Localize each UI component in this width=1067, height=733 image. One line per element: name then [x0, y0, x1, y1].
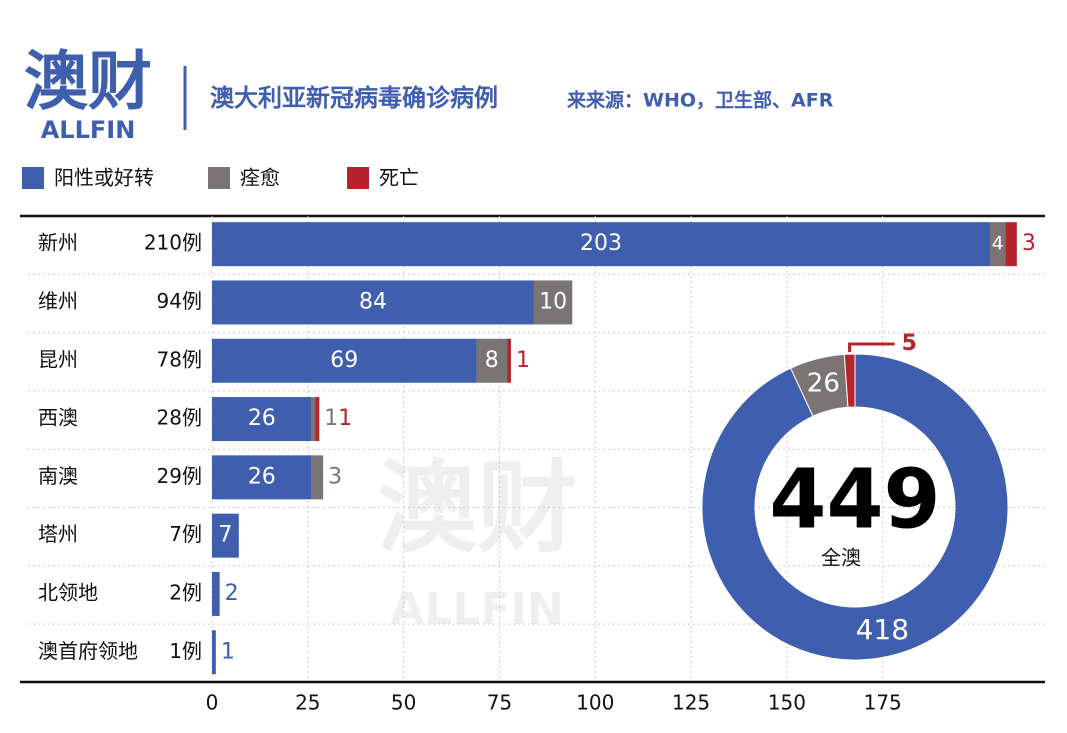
donut-label: 418	[856, 613, 909, 646]
bar-segment	[212, 455, 312, 500]
value-label: 1	[516, 348, 530, 373]
center-label: 全澳	[821, 546, 861, 570]
value-label: 3	[328, 464, 342, 489]
category-total: 29例	[157, 464, 202, 488]
bar-segment	[311, 455, 324, 500]
bar-segment	[533, 280, 573, 325]
value-label: 1	[324, 406, 338, 431]
bar-segment	[990, 222, 1006, 267]
value-label: 84	[359, 289, 387, 314]
logo: 澳财	[24, 46, 152, 120]
x-tick-label: 125	[672, 691, 710, 715]
bar-segment	[311, 397, 316, 442]
value-label: 26	[248, 464, 276, 489]
logo-sub: ALLFIN	[41, 116, 136, 144]
category-total: 94例	[157, 289, 202, 313]
watermark-sub: ALLFIN	[390, 584, 563, 635]
source: 来来源：WHO，卫生部、AFR	[567, 89, 834, 112]
bar-segment	[212, 397, 312, 442]
category-label: 南澳	[38, 464, 78, 488]
x-tick-label: 100	[576, 691, 614, 715]
legend-label: 死亡	[379, 166, 419, 190]
x-tick-label: 150	[768, 691, 806, 715]
bar-segment	[315, 397, 320, 442]
category-label: 塔州	[38, 522, 78, 546]
legend-label: 阳性或好转	[54, 166, 154, 190]
bar-segment	[212, 338, 477, 383]
legend-swatch	[22, 167, 44, 189]
category-label: 维州	[38, 289, 78, 313]
value-label: 2	[225, 581, 239, 606]
value-label: 1	[221, 639, 235, 664]
category-total: 1例	[169, 639, 202, 663]
value-label: 10	[539, 289, 567, 314]
bar-segment	[212, 280, 534, 325]
bar-segment	[212, 222, 991, 267]
category-total: 78例	[157, 347, 202, 371]
value-label: 1	[338, 406, 352, 431]
x-tick-label: 50	[391, 691, 416, 715]
value-label: 4	[992, 233, 1004, 255]
donut-slice	[701, 353, 1009, 661]
value-label: 26	[248, 406, 276, 431]
donut-label: 26	[807, 369, 840, 399]
category-label: 西澳	[38, 406, 78, 430]
category-total: 2例	[169, 580, 202, 604]
category-total: 210例	[144, 231, 202, 255]
category-total: 28例	[157, 406, 202, 430]
bar-segment	[212, 571, 220, 616]
category-label: 昆州	[38, 347, 78, 371]
title: 澳大利亚新冠病毒确诊病例	[210, 84, 498, 112]
category-total: 7例	[169, 522, 202, 546]
value-label: 69	[330, 348, 358, 373]
bar-segment	[212, 630, 216, 675]
bar-segment	[1005, 222, 1017, 267]
x-tick-label: 0	[206, 691, 219, 715]
donut-slice	[843, 353, 856, 408]
center-value: 449	[769, 452, 940, 547]
legend-label: 痊愈	[240, 166, 280, 190]
leader-line	[848, 342, 895, 353]
bar-segment	[212, 513, 239, 558]
category-label: 北领地	[38, 580, 98, 604]
bar-segment	[507, 338, 511, 383]
category-label: 澳首府领地	[38, 639, 138, 663]
watermark-logo: 澳财	[377, 449, 577, 566]
value-label: 3	[1022, 231, 1036, 256]
value-label: 8	[485, 348, 499, 373]
donut-label: 5	[902, 331, 917, 356]
x-tick-label: 175	[864, 691, 902, 715]
x-tick-label: 75	[487, 691, 512, 715]
category-label: 新州	[38, 231, 78, 255]
value-label: 7	[218, 523, 232, 548]
legend-swatch	[208, 167, 230, 189]
x-tick-label: 25	[295, 691, 320, 715]
legend-swatch	[347, 167, 369, 189]
bar-segment	[476, 338, 508, 383]
value-label: 203	[580, 231, 622, 256]
